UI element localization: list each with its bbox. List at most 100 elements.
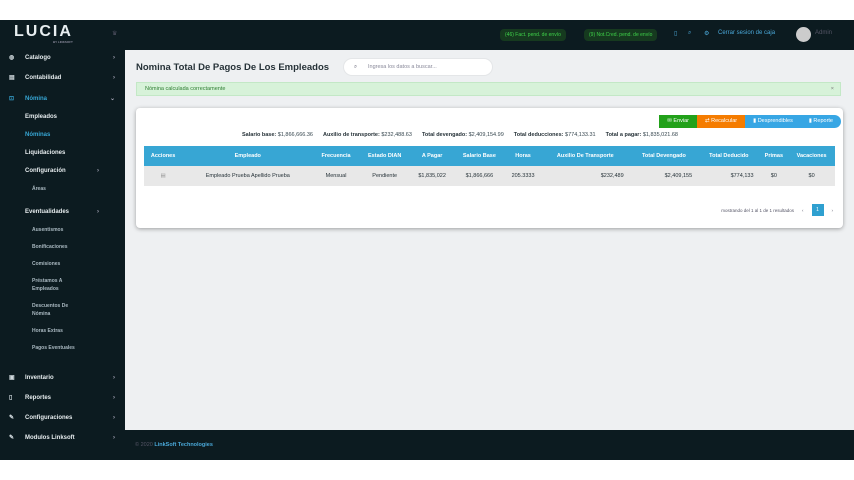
sidebar-item-catalogo[interactable]: ◍ Catalogo › — [0, 52, 125, 64]
table-cell: $1,835,022 — [410, 166, 454, 186]
label: Empleados — [25, 114, 58, 120]
chevron-right-icon: › — [113, 375, 115, 381]
total-item: Total deducciones: $774,133.31 — [513, 132, 596, 138]
report-button[interactable]: ▮ Reporte — [800, 115, 841, 128]
table-cell: $0 — [759, 166, 789, 186]
page-1-button[interactable]: 1 — [811, 204, 824, 216]
logo: LUCIA BY LINKSOFT — [14, 23, 73, 45]
label: Configuraciones — [25, 415, 73, 421]
column-header[interactable]: Vacaciones — [788, 146, 835, 166]
payroll-table: Acciones Empleado Frecuencia Estado DIAN A P… — [144, 146, 835, 186]
sidebar-item-contabilidad[interactable]: ▤ Contabilidad › — [0, 72, 125, 84]
sidebar-item-areas[interactable]: Áreas — [32, 186, 46, 192]
file-icon: ▯ — [9, 395, 13, 401]
box-icon: ▣ — [9, 375, 15, 381]
chevron-right-icon: › — [113, 435, 115, 441]
sidebar: ◍ Catalogo › ▤ Contabilidad › ⊡ Nómina ⌄ Emple… — [0, 50, 125, 460]
avatar[interactable] — [796, 27, 811, 42]
sidebar-item-descuentos[interactable]: Descuentos De Nómina — [32, 303, 69, 317]
send-button[interactable]: ✉ Enviar — [659, 115, 697, 128]
trophy-icon[interactable]: ♛ — [112, 31, 118, 37]
column-header[interactable]: Acciones — [144, 146, 183, 166]
column-header[interactable]: Total Devengado — [629, 146, 699, 166]
label: Nómina — [25, 96, 48, 102]
chevron-right-icon: › — [113, 395, 115, 401]
table-cell: $0 — [788, 166, 835, 186]
column-header[interactable]: Horas — [505, 146, 541, 166]
sidebar-item-comisiones[interactable]: Comisiones — [32, 261, 61, 267]
search-input[interactable]: ⌕ Ingresa los datos a buscar... — [343, 58, 493, 76]
success-alert: Nómina calculada correctamente × — [136, 82, 841, 96]
sidebar-item-configuraciones[interactable]: ✎ Configuraciones › — [0, 412, 125, 424]
footer: © 2020 LinkSoft Technologies — [125, 430, 854, 460]
column-header[interactable]: Salario Base — [453, 146, 506, 166]
pagination: mostrando del 1 al 1 de 1 resultados ‹ 1… — [721, 204, 833, 216]
settings-icon: ✎ — [9, 415, 15, 421]
table-cell: $2,409,155 — [629, 166, 699, 186]
table-cell: Pendiente — [358, 166, 411, 186]
sidebar-item-liquidaciones[interactable]: Liquidaciones — [0, 147, 125, 159]
settings-icon: ✎ — [9, 435, 15, 441]
label: Modulos Linksoft — [25, 435, 75, 441]
main-content: Nomina Total De Pagos De Los Empleados ⌕… — [125, 50, 854, 430]
table-cell: $1,866,666 — [453, 166, 506, 186]
calculator-icon: ▤ — [9, 75, 15, 81]
total-item: Salario base: $1,866,666.36 — [242, 132, 313, 138]
sidebar-item-configuracion[interactable]: Configuración › — [0, 165, 125, 177]
label: Catalogo — [25, 55, 51, 61]
document-icon[interactable]: ▯ — [674, 31, 678, 37]
recalculate-button[interactable]: ⇄ Recalcular — [697, 115, 746, 128]
prev-page-button[interactable]: ‹ — [802, 207, 804, 213]
search-icon[interactable]: ⌕ — [688, 30, 692, 36]
globe-icon: ◍ — [9, 55, 15, 61]
search-icon: ⌕ — [354, 64, 358, 70]
table-cell: Empleado Prueba Apellido Prueba — [182, 166, 314, 186]
chevron-right-icon: › — [113, 55, 115, 61]
label: Eventualidades — [25, 209, 70, 215]
sidebar-item-pagos-eventuales[interactable]: Pagos Eventuales — [32, 345, 75, 351]
payslips-button[interactable]: ▮ Desprendibles — [745, 115, 801, 128]
sidebar-item-reportes[interactable]: ▯ Reportes › — [0, 392, 125, 404]
sidebar-item-nominas[interactable]: Nóminas — [0, 129, 125, 141]
column-header[interactable]: Total Deducido — [698, 146, 760, 166]
payroll-card: ✉ Enviar ⇄ Recalcular ▮ Desprendibles ▮ … — [136, 108, 843, 228]
chevron-right-icon: › — [97, 209, 99, 215]
totals-summary: Salario base: $1,866,666.36 Auxilio de tr… — [242, 132, 688, 138]
table-cell: $232,489 — [540, 166, 630, 186]
sidebar-item-eventualidades[interactable]: Eventualidades › — [0, 206, 125, 218]
placeholder: Ingresa los datos a buscar... — [368, 64, 437, 70]
gear-icon[interactable]: ⚙ — [704, 31, 710, 37]
table-cell: Mensual — [313, 166, 359, 186]
sidebar-item-modulos[interactable]: ✎ Modulos Linksoft › — [0, 432, 125, 444]
total-item: Total a pagar: $1,835,021.68 — [605, 132, 678, 138]
column-header[interactable]: Frecuencia — [313, 146, 359, 166]
sidebar-item-inventario[interactable]: ▣ Inventario › — [0, 372, 125, 384]
close-cash-session-link[interactable]: Cerrar sesion de caja — [718, 30, 776, 36]
column-header[interactable]: Empleado — [182, 146, 314, 166]
column-header[interactable]: Estado DIAN — [358, 146, 411, 166]
sidebar-item-horas-extras[interactable]: Horas Extras — [32, 328, 63, 334]
sidebar-item-nomina[interactable]: ⊡ Nómina ⌄ — [0, 93, 125, 105]
label: Nóminas — [25, 132, 51, 138]
label: Reportes — [25, 395, 52, 401]
company-link[interactable]: LinkSoft Technologies — [154, 442, 213, 448]
label: Configuración — [25, 168, 66, 174]
pending-invoices-badge[interactable]: (46) Fact. pend. de envío — [500, 29, 566, 41]
table-cell: $774,133 — [698, 166, 760, 186]
column-header[interactable]: A Pagar — [410, 146, 454, 166]
chevron-down-icon: ⌄ — [109, 96, 115, 102]
pending-credit-notes-badge[interactable]: (9) Not.Cred. pend. de envío — [584, 29, 658, 41]
sidebar-item-prestamos[interactable]: Préstamos A Empleados — [32, 278, 63, 292]
next-page-button[interactable]: › — [831, 207, 834, 213]
table-cell: 205.3333 — [505, 166, 541, 186]
close-icon[interactable]: × — [830, 86, 834, 92]
column-header[interactable]: Primas — [759, 146, 789, 166]
column-header[interactable]: Auxilio De Transporte — [540, 146, 630, 166]
document-icon[interactable]: ▤ — [144, 166, 183, 186]
sidebar-item-ausentismos[interactable]: Ausentismos — [32, 227, 64, 233]
chevron-right-icon: › — [113, 415, 115, 421]
sidebar-item-bonificaciones[interactable]: Bonificaciones — [32, 244, 68, 250]
top-bar: LUCIA BY LINKSOFT ♛ (46) Fact. pend. de e… — [0, 20, 854, 50]
user-menu[interactable]: Admin — [815, 30, 833, 36]
sidebar-item-empleados[interactable]: Empleados — [0, 111, 125, 123]
